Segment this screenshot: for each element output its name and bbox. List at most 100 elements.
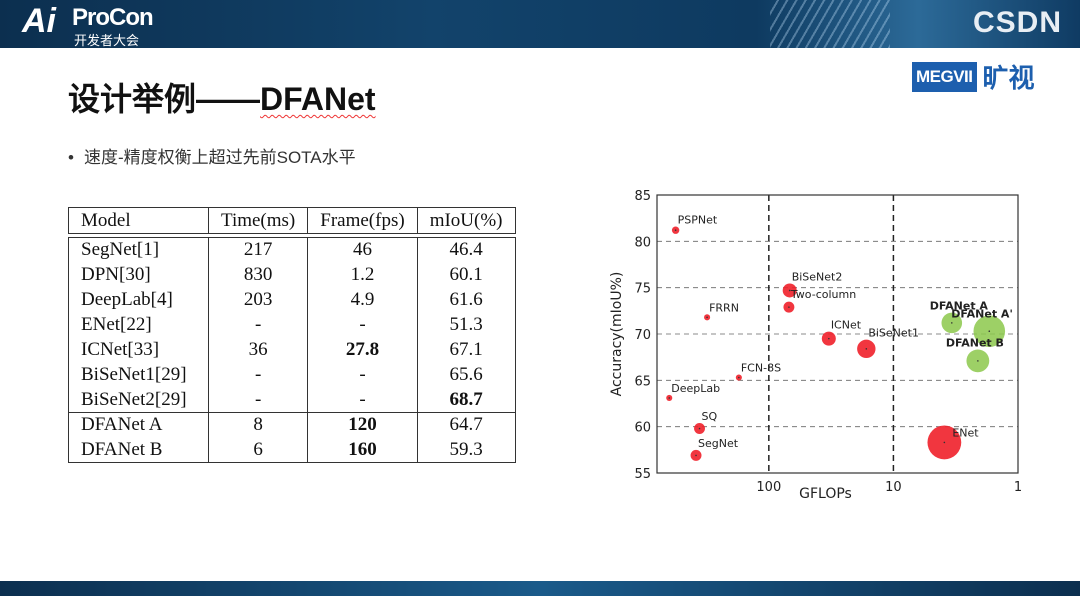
y-axis-label: Accuracy(mIoU%) [609,272,625,397]
table-cell: 68.7 [416,387,516,413]
table-cell: - [307,387,418,413]
table-row: SegNet[1] 217 46 46.4 [68,237,516,263]
table-cell: - [207,387,309,413]
table-cell: DeepLab[4] [68,287,209,313]
table-cell: 160 [307,437,418,463]
table-cell: 4.9 [307,287,418,313]
data-point-center [674,229,677,232]
table-row: DPN[30] 830 1.2 60.1 [68,262,516,288]
data-point-center [695,454,697,457]
data-point-center [788,306,790,308]
table-cell: DPN[30] [68,262,209,288]
header-banner: Ai ProCon 开发者大会 CSDN [0,0,1080,48]
data-point-center [668,397,671,399]
table-cell: 36 [207,337,309,363]
logo-name: ProCon [72,4,154,31]
header-time: Time(ms) [207,207,309,234]
data-point-center [950,322,953,324]
x-tick-label: 10 [885,480,902,495]
data-point-label: Two-column [790,288,856,301]
data-point-label: DeepLab [671,382,720,395]
y-tick-label: 55 [634,467,651,482]
table-cell: 46 [307,237,418,263]
title-name: DFANet [260,81,376,117]
data-point-label: DFANet A' [951,307,1013,320]
table-cell: SegNet[1] [68,237,209,263]
table-cell: 27.8 [307,337,418,363]
data-point-label: DFANet B [946,336,1004,349]
data-point-center [706,316,708,319]
data-point-center [788,289,791,292]
header-model: Model [68,207,209,234]
header-frame: Frame(fps) [307,207,418,234]
table-cell: DFANet A [68,412,209,438]
table-cell: 67.1 [416,337,516,363]
table-cell: 65.6 [416,362,516,388]
data-point-label: FRRN [709,301,739,314]
table-row: DFANet A 8 120 64.7 [68,412,516,438]
table-row: BiSeNet2[29] - -68.7 [68,387,516,413]
table-header: Model Time(ms) Frame(fps) mIoU(%) [68,207,516,234]
table-row: DeepLab[4] 203 4.9 61.6 [68,287,516,313]
table-cell: 59.3 [416,437,516,463]
table-cell: 120 [307,412,418,438]
y-tick-label: 75 [634,282,651,297]
table-cell: - [307,312,418,338]
table-cell: 46.4 [416,237,516,263]
table-cell: 203 [207,287,309,313]
banner-decoration [770,0,890,48]
data-point-label: DFANet A [930,300,989,313]
x-axis-label: GFLOPs [799,486,852,502]
data-point-label: SQ [702,410,718,423]
table-cell: ENet[22] [68,312,209,338]
y-tick-label: 60 [634,421,651,436]
table-cell: 61.6 [416,287,516,313]
csdn-logo: CSDN [972,6,1062,39]
table-cell: 217 [207,237,309,263]
y-tick-label: 65 [634,374,651,389]
table-cell: 830 [207,262,309,288]
y-tick-label: 70 [634,328,651,343]
y-tick-label: 85 [634,189,651,204]
table-cell: 64.7 [416,412,516,438]
table-cell: 6 [207,437,309,463]
data-point-center [977,360,979,362]
table-cell: BiSeNet2[29] [68,387,209,413]
title-prefix: 设计举例—— [68,81,261,117]
megvii-logo-box: MEGVII [912,61,977,92]
data-point-center [988,330,991,333]
y-tick-label: 80 [634,235,651,250]
bullet-text: 速度-精度权衡上超过先前SOTA水平 [83,148,356,167]
x-tick-label: 1 [1014,480,1022,495]
header-miou: mIoU(%) [416,207,516,234]
bullet-point: • 速度-精度权衡上超过先前SOTA水平 [68,143,356,168]
footer-banner [0,581,1080,596]
table-row: BiSeNet1[29] - -65.6 [68,362,516,388]
bullet-icon: • [68,148,74,167]
data-point-center [738,376,740,379]
data-point-label: BiSeNet2 [792,270,843,283]
data-point-label: SegNet [698,437,739,450]
data-point-label: BiSeNet1 [868,327,919,340]
logo-ai: Ai [22,2,56,40]
table-cell: BiSeNet1[29] [68,362,209,388]
data-point-center [828,337,830,340]
data-point-label: FCN-8S [741,362,781,375]
data-point-label: ENet [952,426,979,439]
x-tick-label: 100 [756,480,781,495]
logo-subtitle: 开发者大会 [74,33,140,48]
comparison-table: Model Time(ms) Frame(fps) mIoU(%) SegNet… [68,207,516,463]
table-cell: - [207,362,309,388]
table-row: ICNet[33] 36 27.8 67.1 [68,337,516,363]
data-point-center [865,348,868,350]
table-row: DFANet B 6 160 59.3 [68,437,516,463]
plot-frame [656,194,1019,474]
megvii-logo: MEGVII 旷视 [912,58,1035,95]
table-cell: 8 [207,412,309,438]
data-point-center [698,427,701,430]
table-row: ENet[22] - -51.3 [68,312,516,338]
accuracy-vs-gflops-chart: 55 60 65 70 75 80 85 100 10 1 GFLOPs Accuracy(mIoU%… [609,189,1022,502]
table-cell: 1.2 [307,262,418,288]
table-cell: - [307,362,418,388]
table-cell: 51.3 [416,312,516,338]
